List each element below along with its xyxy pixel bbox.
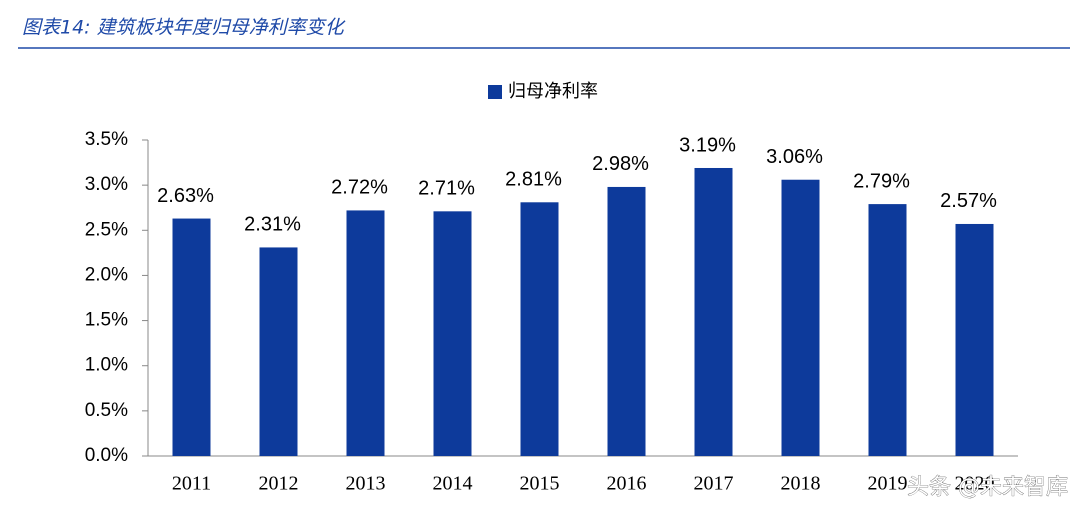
- y-tick-label: 0.5%: [85, 400, 128, 421]
- bar: [433, 211, 472, 456]
- value-label: 3.19%: [679, 134, 736, 156]
- bar: [607, 186, 646, 456]
- y-tick-label: 2.0%: [85, 264, 128, 285]
- value-label: 2.57%: [940, 190, 997, 212]
- bar: [259, 247, 298, 456]
- x-tick-label: 2012: [259, 473, 299, 495]
- watermark: 头条 @未来智库: [907, 475, 1068, 500]
- x-tick-label: 2014: [433, 473, 473, 495]
- bar: [346, 210, 385, 456]
- y-tick-label: 0.0%: [85, 445, 128, 466]
- x-tick-label: 2018: [781, 473, 821, 495]
- x-tick-label: 2015: [520, 473, 560, 495]
- y-tick-label: 3.5%: [85, 129, 128, 150]
- x-tick-label: 2013: [346, 473, 386, 495]
- value-label: 2.72%: [331, 177, 388, 199]
- bar: [172, 218, 211, 456]
- value-label: 2.71%: [418, 178, 475, 200]
- bar: [955, 223, 994, 456]
- y-tick-label: 2.5%: [85, 219, 128, 240]
- value-label: 2.63%: [157, 185, 214, 207]
- value-label: 2.81%: [505, 169, 562, 191]
- bar: [694, 167, 733, 456]
- x-tick-label: 2019: [868, 473, 908, 495]
- bar: [781, 179, 820, 456]
- chart-title: 图表14: 建筑板块年度归母净利率变化: [22, 17, 346, 39]
- value-label: 2.31%: [244, 214, 301, 236]
- y-tick-label: 1.5%: [85, 310, 128, 331]
- y-tick-label: 3.0%: [85, 174, 128, 195]
- y-tick-label: 1.0%: [85, 355, 128, 376]
- x-tick-label: 2011: [172, 473, 211, 495]
- x-tick-label: 2016: [607, 473, 647, 495]
- x-tick-label: 2017: [694, 473, 734, 495]
- value-label: 3.06%: [766, 146, 823, 168]
- value-label: 2.98%: [592, 153, 649, 175]
- bar: [868, 204, 907, 456]
- legend-swatch: [488, 85, 502, 99]
- bar: [520, 202, 559, 456]
- value-label: 2.79%: [853, 170, 910, 192]
- x-tick-label: 2020: [955, 473, 995, 495]
- legend-label: 归母净利率: [508, 81, 598, 102]
